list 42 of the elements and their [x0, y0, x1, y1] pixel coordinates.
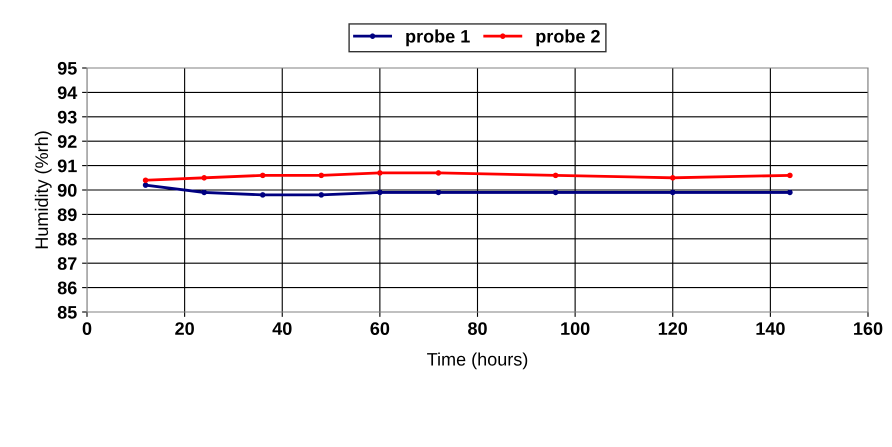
y-tick-label: 85	[58, 306, 77, 319]
x-tick-label: 0	[82, 322, 92, 335]
y-tick-label: 93	[58, 110, 77, 124]
x-tick-label: 120	[658, 322, 688, 335]
point	[377, 190, 383, 196]
x-tick-label: 160	[854, 322, 882, 335]
point	[787, 190, 793, 196]
point	[377, 170, 383, 176]
x-tick-label: 140	[756, 322, 785, 335]
point	[201, 190, 207, 196]
legend-label: probe 2	[536, 29, 600, 46]
x-tick-label: 60	[370, 322, 390, 335]
y-tick-label: 86	[58, 282, 77, 294]
x-tick-label: 100	[561, 322, 590, 335]
y-tick-label: 92	[58, 135, 77, 148]
point	[552, 190, 558, 196]
point	[787, 172, 793, 178]
y-tick-label: 94	[58, 86, 78, 100]
x-tick-label: 40	[272, 322, 292, 335]
x-axis-title: Time (hours)	[427, 352, 528, 370]
y-tick-label: 90	[58, 184, 77, 197]
y-axis-title: Humidity (%rh)	[34, 131, 52, 248]
x-tick-label: 80	[468, 322, 487, 335]
y-tick-label: 88	[58, 232, 77, 246]
point	[552, 172, 558, 178]
point	[670, 190, 676, 196]
x-tick-label: 20	[175, 322, 194, 335]
point	[142, 182, 148, 188]
point	[201, 175, 207, 181]
point	[318, 172, 324, 178]
legend-label: probe 1	[406, 29, 470, 46]
point	[318, 192, 324, 198]
point	[260, 172, 266, 178]
y-tick-label: 95	[58, 62, 77, 75]
point	[260, 192, 266, 198]
y-tick-label: 89	[58, 208, 77, 222]
point	[436, 170, 442, 176]
y-tick-label: 87	[58, 257, 76, 270]
point	[670, 175, 676, 181]
point	[436, 190, 442, 196]
y-tick-label: 91	[58, 160, 77, 172]
point	[142, 177, 148, 184]
